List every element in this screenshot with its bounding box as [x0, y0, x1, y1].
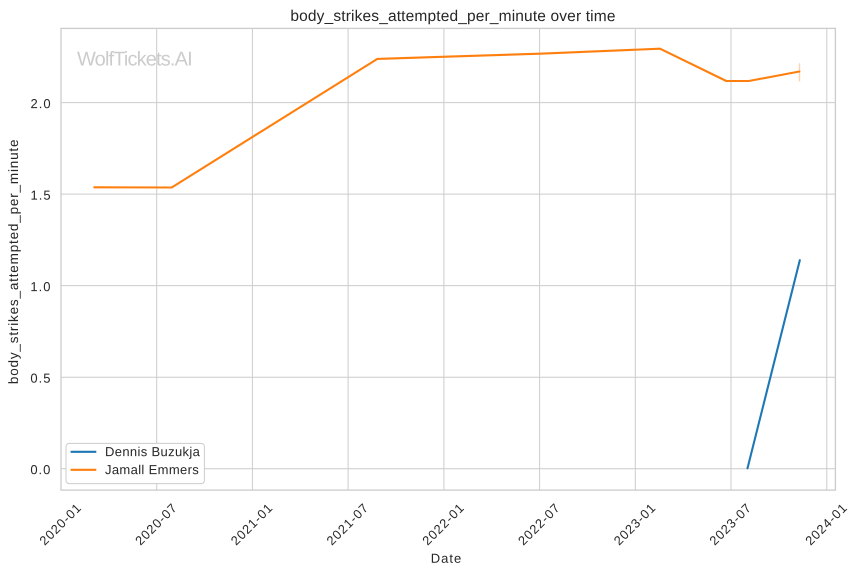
svg-text:body_strikes_attempted_per_min: body_strikes_attempted_per_minute — [6, 139, 21, 384]
svg-text:1.5: 1.5 — [30, 188, 51, 203]
svg-text:WolfTickets.AI: WolfTickets.AI — [77, 49, 192, 71]
svg-text:0.5: 0.5 — [30, 371, 51, 386]
svg-text:Date: Date — [431, 551, 462, 566]
svg-text:Dennis Buzukja: Dennis Buzukja — [105, 444, 201, 459]
svg-text:Jamall Emmers: Jamall Emmers — [105, 462, 199, 477]
svg-text:0.0: 0.0 — [30, 462, 51, 477]
svg-text:body_strikes_attempted_per_min: body_strikes_attempted_per_minute over t… — [290, 8, 615, 25]
svg-text:1.0: 1.0 — [30, 279, 51, 294]
svg-text:2.0: 2.0 — [31, 96, 52, 111]
